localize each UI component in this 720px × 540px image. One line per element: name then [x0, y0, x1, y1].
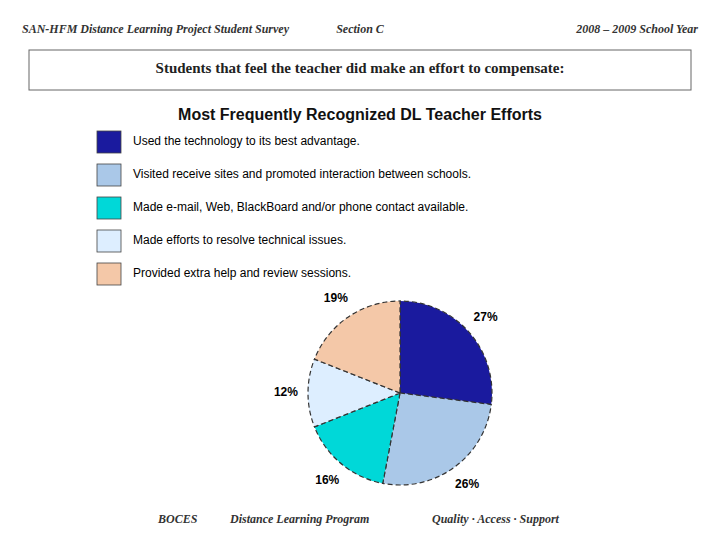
legend: Used the technology to its best advantag…	[97, 131, 471, 285]
footer-right: Quality · Access · Support	[432, 512, 560, 526]
header-right: 2008 – 2009 School Year	[575, 22, 698, 36]
header-section: Section C	[336, 22, 385, 36]
legend-label: Provided extra help and review sessions.	[133, 266, 351, 280]
chart: SAN-HFM Distance Learning Project Studen…	[0, 0, 720, 540]
data-label: 12%	[274, 385, 298, 399]
pie	[308, 301, 492, 485]
subtitle: Students that feel the teacher did make …	[156, 60, 565, 76]
legend-swatch	[97, 230, 121, 252]
legend-swatch	[97, 131, 121, 153]
header-left: SAN-HFM Distance Learning Project Studen…	[22, 22, 290, 36]
footer-left: BOCES	[157, 512, 198, 526]
subtitle-box	[29, 50, 691, 90]
legend-swatch	[97, 197, 121, 219]
data-label: 27%	[474, 310, 498, 324]
legend-label: Visited receive sites and promoted inter…	[133, 167, 471, 181]
pie-slice	[383, 393, 492, 485]
data-label: 19%	[324, 291, 348, 305]
data-label: 26%	[455, 477, 479, 491]
pie-slice	[314, 301, 400, 393]
data-label: 16%	[315, 473, 339, 487]
legend-swatch	[97, 164, 121, 186]
legend-label: Used the technology to its best advantag…	[133, 134, 360, 148]
title: Most Frequently Recognized DL Teacher Ef…	[178, 106, 542, 123]
legend-label: Made efforts to resolve technical issues…	[133, 233, 346, 247]
legend-swatch	[97, 263, 121, 285]
footer-middle: Distance Learning Program	[229, 512, 369, 526]
data-labels: 27% 26% 16% 12% 19%	[274, 291, 498, 492]
legend-label: Made e-mail, Web, BlackBoard and/or phon…	[133, 200, 468, 214]
